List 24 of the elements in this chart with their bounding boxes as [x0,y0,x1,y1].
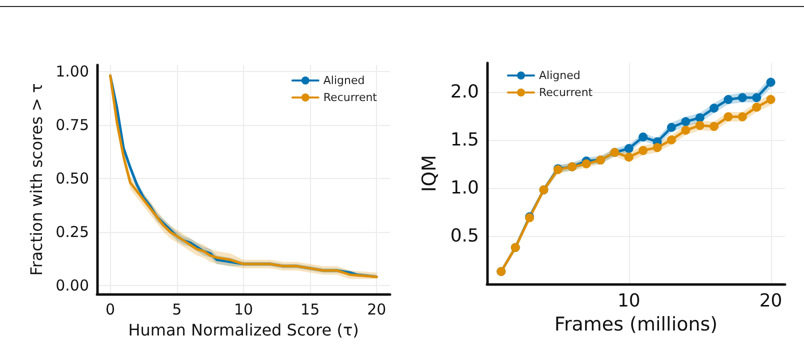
x-tick-label: 0 [106,300,116,318]
x-tick-label: 20 [759,290,782,312]
y-tick-label: 2.0 [450,81,479,102]
legend-label: Aligned [539,69,580,82]
y-tick-label: 0.50 [56,169,89,188]
x-axis-title: Frames (millions) [554,313,718,336]
x-tick-label: 15 [300,300,320,318]
legend-label: Aligned [323,74,365,87]
y-tick-label: 1.00 [56,62,89,80]
legend-label: Recurrent [323,91,378,104]
x-axis-title: Human Normalized Score (τ) [128,320,359,340]
x-tick-label: 20 [367,300,386,318]
y-tick-label: 1.0 [450,177,479,198]
y-tick-label: 1.5 [450,129,479,150]
y-tick-label: 0.5 [450,225,479,246]
y-axis-title: IQM [418,155,440,192]
y-axis-title: Fraction with scores > τ [27,83,46,276]
y-tick-label: 0.75 [56,116,89,134]
y-tick-label: 0.00 [56,276,89,294]
x-tick-label: 10 [617,290,640,312]
y-tick-label: 0.25 [56,222,89,241]
legend-label: Recurrent [539,86,594,99]
x-tick-label: 10 [234,300,254,318]
x-tick-label: 5 [172,300,182,318]
